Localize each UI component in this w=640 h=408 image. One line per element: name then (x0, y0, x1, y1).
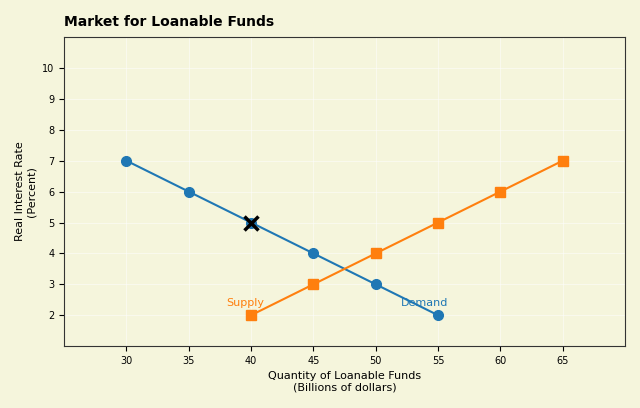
Line: Supply: Supply (246, 156, 568, 320)
Supply (247, 313, 255, 318)
Supply (372, 251, 380, 256)
Y-axis label: Real Interest Rate
(Percent): Real Interest Rate (Percent) (15, 142, 36, 242)
Supply (497, 189, 504, 194)
Demand (123, 158, 131, 163)
Line: Demand: Demand (122, 156, 443, 320)
Demand (434, 313, 442, 318)
Supply (310, 282, 317, 287)
X-axis label: Quantity of Loanable Funds
(Billions of dollars): Quantity of Loanable Funds (Billions of … (268, 371, 421, 393)
Supply (434, 220, 442, 225)
Demand (185, 189, 193, 194)
Text: Demand: Demand (401, 298, 448, 308)
Text: Supply: Supply (226, 298, 264, 308)
Demand (247, 220, 255, 225)
Demand (372, 282, 380, 287)
Supply (559, 158, 566, 163)
Text: Market for Loanable Funds: Market for Loanable Funds (64, 15, 275, 29)
Demand (310, 251, 317, 256)
